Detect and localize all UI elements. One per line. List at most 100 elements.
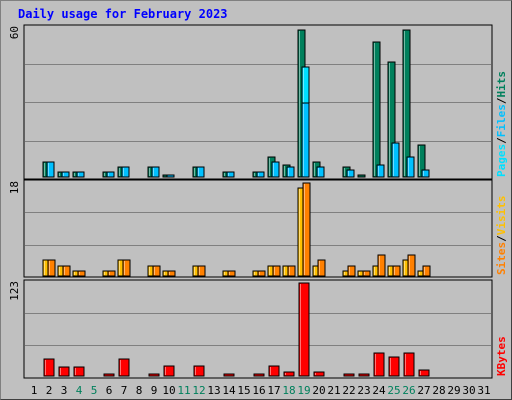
bar-kbytes-day-26 — [403, 352, 415, 377]
x-tick-label-day-28: 28 — [432, 384, 445, 397]
x-tick-label-day-29: 29 — [447, 384, 460, 397]
x-tick-label-day-31: 31 — [477, 384, 490, 397]
bar-sites-day-19 — [302, 182, 311, 277]
legend-entry: KBytes — [495, 336, 508, 376]
x-tick-label-day-14: 14 — [222, 384, 236, 397]
x-tick-label-day-9: 9 — [151, 384, 158, 397]
bar-kbytes-day-18 — [283, 371, 295, 377]
y-max-label-hits-files-pages: 60 — [8, 26, 21, 39]
bar-sites-day-6 — [107, 270, 116, 277]
x-tick-label-day-7: 7 — [121, 384, 128, 397]
x-tick-label-day-15: 15 — [237, 384, 250, 397]
x-tick-label-day-1: 1 — [31, 384, 38, 397]
x-tick-label-day-27: 27 — [417, 384, 430, 397]
bar-sites-day-16 — [257, 270, 266, 277]
bar-sites-day-7 — [122, 259, 131, 277]
bar-hits-day-23 — [357, 174, 366, 178]
y-max-label-visits-sites: 18 — [8, 181, 21, 194]
x-tick-label-day-13: 13 — [207, 384, 220, 397]
bar-files-day-4 — [76, 171, 85, 178]
x-tick-label-day-2: 2 — [46, 384, 53, 397]
bar-kbytes-day-7 — [118, 358, 130, 377]
x-tick-label-day-30: 30 — [462, 384, 475, 397]
bar-sites-day-26 — [407, 254, 416, 277]
x-tick-label-day-3: 3 — [61, 384, 68, 397]
x-tick-label-day-21: 21 — [327, 384, 340, 397]
x-tick-label-day-4: 4 — [76, 384, 83, 397]
bar-sites-day-24 — [377, 254, 386, 277]
x-tick-label-day-10: 10 — [162, 384, 175, 397]
legend-entry: Pages — [495, 144, 508, 177]
panel-kbytes — [23, 279, 493, 379]
bar-files-day-10 — [166, 174, 175, 178]
bar-files-day-27 — [421, 169, 430, 178]
x-tick-label-day-12: 12 — [192, 384, 205, 397]
bar-files-day-16 — [256, 171, 265, 178]
legend-entry: / — [495, 97, 508, 104]
bar-kbytes-day-20 — [313, 371, 325, 377]
bar-sites-day-25 — [392, 265, 401, 277]
bar-kbytes-day-25 — [388, 356, 400, 377]
legend-entry: Visits — [495, 196, 508, 236]
bar-kbytes-day-27 — [418, 369, 430, 377]
legend-visits-sites: Sites/Visits — [495, 196, 508, 276]
bar-kbytes-day-12 — [193, 365, 205, 377]
x-tick-label-day-25: 25 — [387, 384, 400, 397]
bar-files-day-9 — [151, 166, 160, 178]
bar-files-day-19 — [301, 102, 310, 178]
bar-files-day-18 — [286, 166, 295, 178]
x-tick-label-day-8: 8 — [136, 384, 143, 397]
bar-files-day-17 — [271, 161, 280, 178]
bar-kbytes-day-9 — [148, 373, 160, 377]
bar-sites-day-9 — [152, 265, 161, 277]
bar-sites-day-23 — [362, 270, 371, 277]
legend-kbytes: KBytes — [495, 336, 508, 376]
bar-kbytes-day-23 — [358, 373, 370, 377]
bar-files-day-12 — [196, 166, 205, 178]
bar-sites-day-17 — [272, 265, 281, 277]
bar-sites-day-27 — [422, 265, 431, 277]
y-max-label-kbytes: 123 — [8, 281, 21, 301]
x-tick-label-day-23: 23 — [357, 384, 370, 397]
panel-visits-sites — [23, 179, 493, 278]
bar-kbytes-day-22 — [343, 373, 355, 377]
bar-files-day-2 — [46, 161, 55, 178]
x-tick-label-day-18: 18 — [282, 384, 295, 397]
bar-kbytes-day-16 — [253, 373, 265, 377]
legend-entry: Sites — [495, 242, 508, 275]
bar-kbytes-day-14 — [223, 373, 235, 377]
x-tick-label-day-20: 20 — [312, 384, 325, 397]
legend-hits-files-pages: Pages/Files/Hits — [495, 71, 508, 177]
bar-files-day-25 — [391, 142, 400, 178]
bar-sites-day-10 — [167, 270, 176, 277]
x-tick-label-day-16: 16 — [252, 384, 265, 397]
bar-kbytes-day-6 — [103, 373, 115, 377]
bar-sites-day-12 — [197, 265, 206, 277]
x-tick-label-day-17: 17 — [267, 384, 280, 397]
bar-files-day-26 — [406, 156, 415, 178]
bar-kbytes-day-2 — [43, 358, 55, 377]
bar-sites-day-2 — [47, 259, 56, 277]
x-tick-label-day-11: 11 — [177, 384, 190, 397]
legend-entry: / — [495, 137, 508, 144]
bar-files-day-7 — [121, 166, 130, 178]
bar-files-day-3 — [61, 171, 70, 178]
x-tick-label-day-22: 22 — [342, 384, 355, 397]
bar-files-day-6 — [106, 171, 115, 178]
legend-entry: Files — [495, 104, 508, 137]
bar-kbytes-day-10 — [163, 365, 175, 377]
bar-kbytes-day-4 — [73, 366, 85, 377]
bar-kbytes-day-24 — [373, 352, 385, 377]
legend-entry: Hits — [495, 71, 508, 98]
legend-entry: / — [495, 235, 508, 242]
bar-files-day-22 — [346, 169, 355, 178]
bar-kbytes-day-3 — [58, 366, 70, 377]
bar-kbytes-day-19 — [298, 282, 310, 377]
bar-files-day-20 — [316, 166, 325, 178]
x-tick-label-day-6: 6 — [106, 384, 113, 397]
x-tick-label-day-26: 26 — [402, 384, 415, 397]
chart-title: Daily usage for February 2023 — [18, 7, 228, 21]
bar-files-day-14 — [226, 171, 235, 178]
bar-kbytes-day-17 — [268, 365, 280, 377]
